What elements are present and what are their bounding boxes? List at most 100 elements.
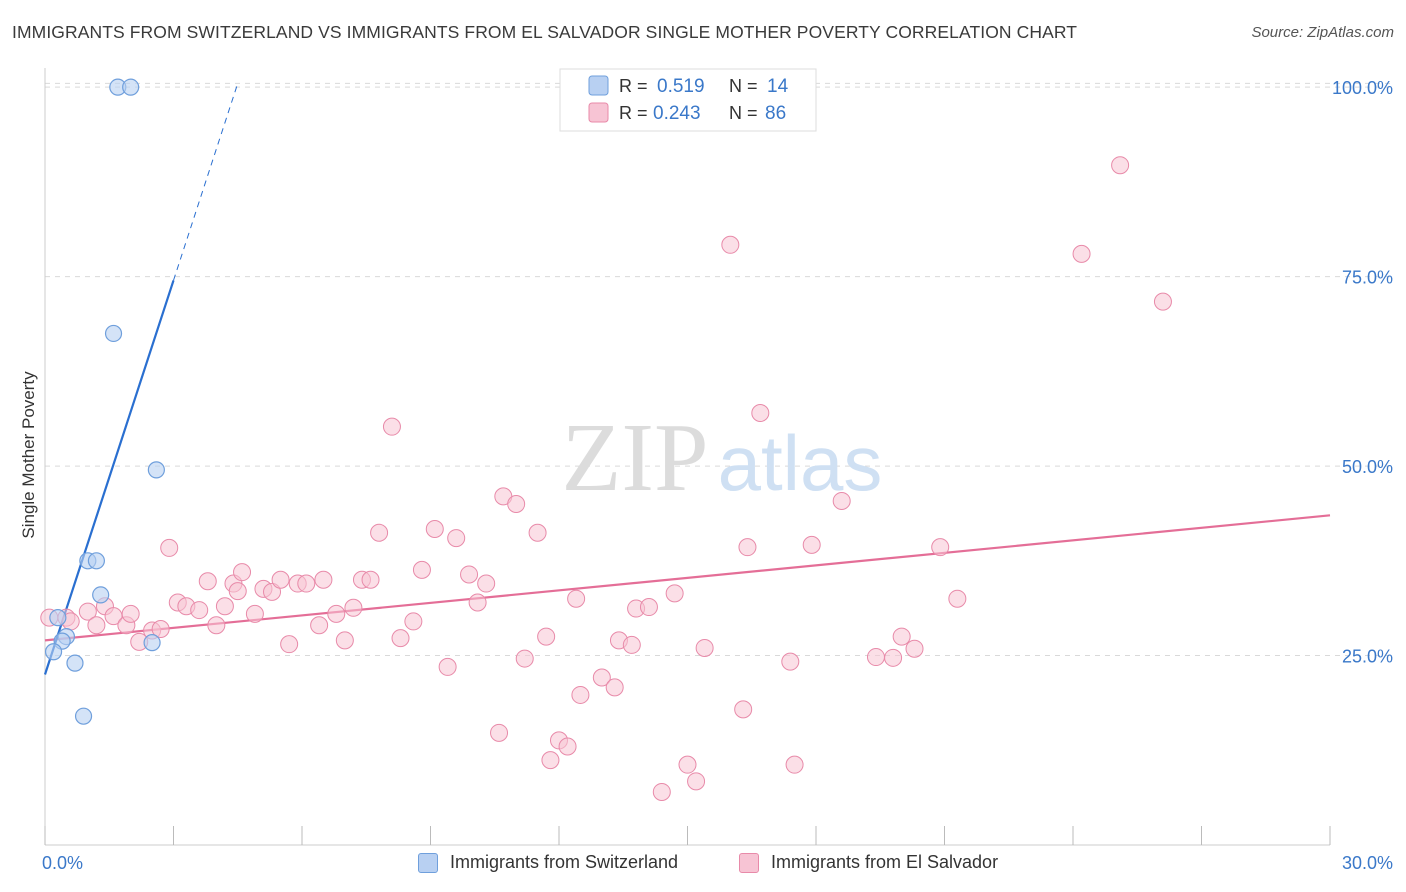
data-point-el-salvador-15 <box>190 601 209 620</box>
legend-r-value-blue: 0.519 <box>657 76 705 97</box>
data-point-el-salvador-17 <box>207 616 226 635</box>
data-point-el-salvador-22 <box>245 604 264 623</box>
y-tick-label-75: 75.0% <box>1342 268 1393 288</box>
data-point-el-salvador-21 <box>228 582 247 601</box>
series-switzerland-points <box>44 78 165 725</box>
legend-stats: R = 0.519 N = 14 R = 0.243 N = 86 <box>559 68 817 132</box>
data-point-el-salvador-42 <box>438 657 457 676</box>
data-point-el-salvador-80 <box>905 639 924 658</box>
data-point-el-salvador-11 <box>151 620 170 639</box>
data-point-el-salvador-39 <box>404 612 423 631</box>
legend-swatch-switzerland <box>418 852 438 873</box>
data-point-switzerland-11 <box>44 643 63 661</box>
chart-title: IMMIGRANTS FROM SWITZERLAND VS IMMIGRANT… <box>12 22 1078 42</box>
data-point-el-salvador-83 <box>1072 244 1091 263</box>
data-point-el-salvador-3 <box>78 602 97 621</box>
data-point-el-salvador-33 <box>344 598 363 617</box>
legend-swatch-el-salvador <box>739 852 759 873</box>
x-tick-label-min: 0.0% <box>42 853 83 873</box>
data-point-el-salvador-28 <box>297 574 316 593</box>
data-point-el-salvador-26 <box>280 635 299 654</box>
data-point-el-salvador-37 <box>382 417 401 436</box>
y-tick-label-100: 100.0% <box>1332 78 1393 98</box>
data-point-el-salvador-25 <box>271 570 290 589</box>
data-point-el-salvador-47 <box>490 723 509 742</box>
legend-label-el-salvador: Immigrants from El Salvador <box>771 852 999 872</box>
data-point-el-salvador-73 <box>781 652 800 671</box>
data-point-el-salvador-61 <box>622 635 641 654</box>
data-point-el-salvador-36 <box>370 523 389 542</box>
data-point-el-salvador-77 <box>866 648 885 667</box>
legend-n-label-pink: N = <box>729 103 758 123</box>
data-point-el-salvador-58 <box>592 668 611 687</box>
data-point-el-salvador-12 <box>160 538 179 557</box>
data-point-el-salvador-45 <box>468 593 487 612</box>
data-point-switzerland-6 <box>92 586 110 604</box>
legend-item-el-salvador: Immigrants from El Salvador <box>739 852 998 873</box>
data-point-el-salvador-85 <box>1153 292 1172 311</box>
data-point-el-salvador-40 <box>412 560 431 579</box>
legend-item-switzerland: Immigrants from Switzerland <box>418 852 678 873</box>
data-point-el-salvador-59 <box>605 678 624 697</box>
data-point-el-salvador-63 <box>639 598 658 617</box>
data-point-el-salvador-64 <box>652 782 671 801</box>
data-point-el-salvador-65 <box>665 584 684 603</box>
data-point-el-salvador-70 <box>734 700 753 719</box>
data-point-switzerland-2 <box>104 324 123 343</box>
data-point-el-salvador-55 <box>558 737 577 756</box>
legend-swatch-pink <box>588 102 609 123</box>
tick-labels: 25.0% 50.0% 75.0% 100.0% 0.0% 30.0% <box>42 78 1393 873</box>
legend-r-value-pink: 0.243 <box>653 103 701 124</box>
data-point-el-salvador-32 <box>335 631 354 650</box>
legend-n-value-pink: 86 <box>765 103 786 124</box>
data-point-switzerland-13 <box>74 707 93 725</box>
data-point-switzerland-1 <box>122 78 140 96</box>
data-point-el-salvador-38 <box>391 629 410 648</box>
data-point-el-salvador-16 <box>198 572 217 591</box>
data-point-el-salvador-46 <box>477 574 496 593</box>
data-point-el-salvador-57 <box>571 685 590 704</box>
data-point-switzerland-10 <box>143 634 161 652</box>
data-point-el-salvador-44 <box>460 565 479 584</box>
data-point-el-salvador-56 <box>567 589 586 608</box>
data-point-el-salvador-78 <box>884 648 903 667</box>
data-point-el-salvador-4 <box>87 616 106 635</box>
watermark: ZIP atlas <box>562 404 883 512</box>
data-point-el-salvador-30 <box>314 570 333 589</box>
data-point-el-salvador-52 <box>537 627 556 646</box>
data-point-el-salvador-84 <box>1111 156 1130 175</box>
x-tick-label-max: 30.0% <box>1342 853 1393 873</box>
legend-bottom: Immigrants from Switzerland Immigrants f… <box>0 852 1406 878</box>
watermark-zip: ZIP <box>562 404 709 512</box>
data-point-switzerland-7 <box>49 609 67 627</box>
data-point-el-salvador-53 <box>541 751 560 770</box>
data-point-el-salvador-72 <box>751 404 770 423</box>
legend-n-label-blue: N = <box>729 76 758 96</box>
data-point-el-salvador-67 <box>687 772 706 791</box>
axes <box>44 68 1331 846</box>
data-point-el-salvador-18 <box>215 597 234 616</box>
data-point-el-salvador-49 <box>507 494 526 513</box>
data-point-switzerland-5 <box>87 552 106 570</box>
legend-label-switzerland: Immigrants from Switzerland <box>450 852 679 872</box>
data-point-el-salvador-20 <box>233 563 252 582</box>
source-label: Source: ZipAtlas.com <box>1251 24 1394 41</box>
data-point-el-salvador-79 <box>892 627 911 646</box>
data-point-el-salvador-66 <box>678 755 697 774</box>
watermark-atlas: atlas <box>718 419 883 507</box>
data-point-switzerland-12 <box>66 654 84 672</box>
data-point-el-salvador-41 <box>425 519 444 538</box>
data-point-el-salvador-68 <box>695 638 714 657</box>
legend-n-value-blue: 14 <box>767 76 789 97</box>
data-point-el-salvador-69 <box>721 235 740 254</box>
legend-r-label-blue: R = <box>619 76 648 96</box>
series-el-salvador-points <box>40 156 1172 801</box>
data-point-el-salvador-31 <box>327 604 346 623</box>
data-point-el-salvador-43 <box>447 529 466 548</box>
data-point-el-salvador-74 <box>785 755 804 774</box>
data-point-el-salvador-50 <box>515 649 534 668</box>
data-point-switzerland-3 <box>147 461 165 479</box>
data-point-el-salvador-35 <box>361 570 380 589</box>
y-tick-label-25: 25.0% <box>1342 647 1393 667</box>
